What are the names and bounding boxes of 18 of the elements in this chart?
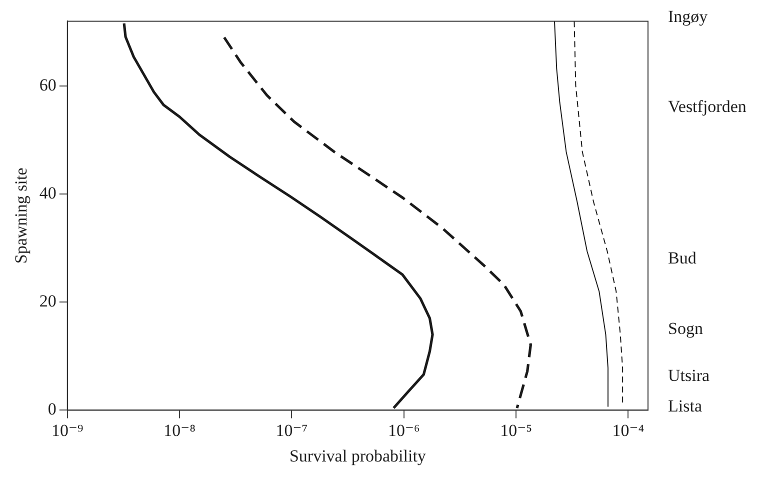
x-tick-label: 10⁻⁷ [276,420,308,440]
x-tick-label: 10⁻⁸ [164,420,196,440]
y-axis-title: Spawning site [12,168,31,264]
x-tick-label: 10⁻⁹ [51,420,84,440]
y-tick-label: 20 [39,292,56,311]
text: Bud [668,248,697,268]
text: Ingøy [668,6,708,26]
x-tick-label: 10⁻⁴ [612,420,644,440]
x-tick-label: 10⁻⁵ [500,420,532,440]
text: Lista [668,396,702,416]
y-tick-label: 40 [39,184,56,203]
text: Vestfjorden [668,97,747,116]
x-axis-title: Survival probability [289,446,426,466]
y-tick-label: 0 [48,400,56,419]
text: Sogn [668,319,704,338]
y-tick-label: 60 [39,76,56,94]
x-tick-label: 10⁻⁶ [388,420,420,440]
text: Utsira [668,366,710,385]
